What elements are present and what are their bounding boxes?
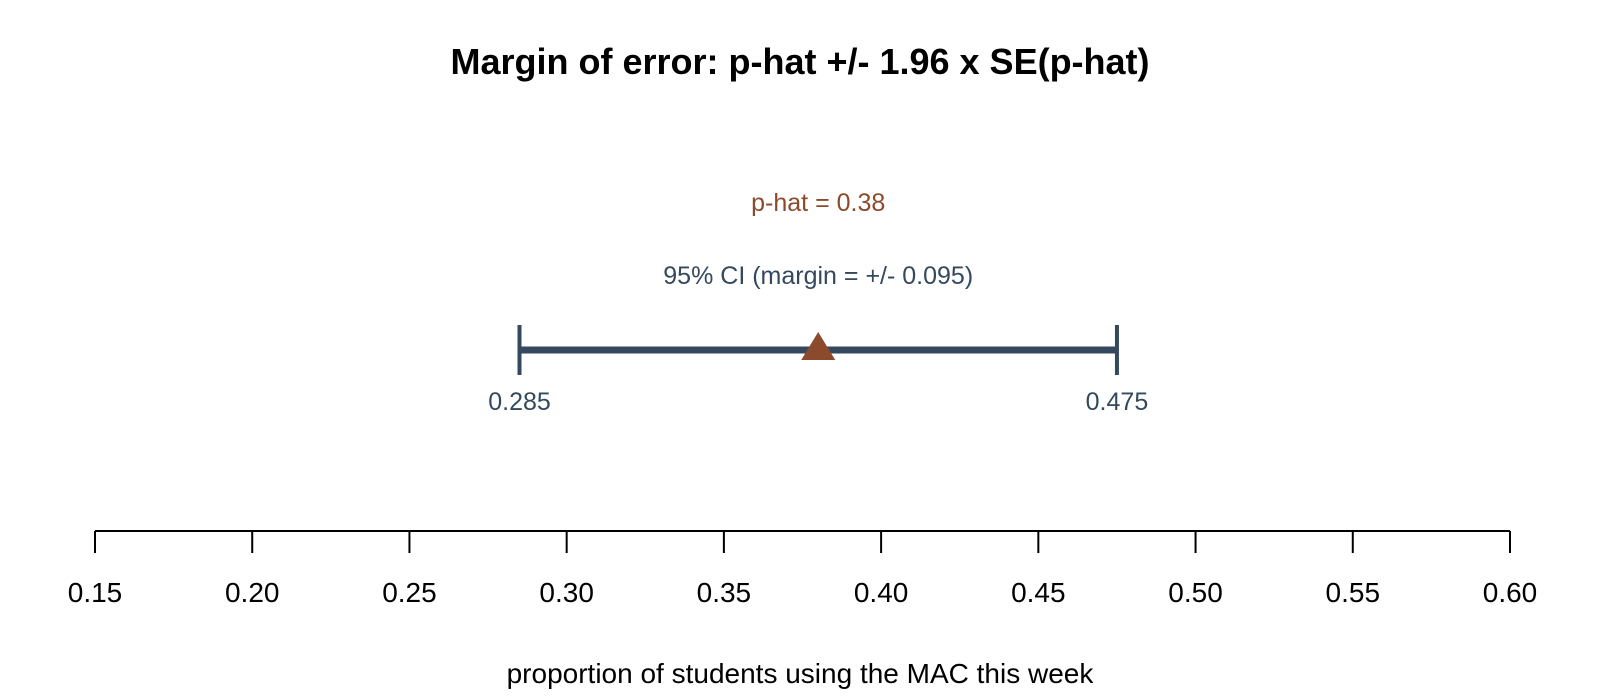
- x-tick-label: 0.15: [68, 577, 123, 608]
- estimate-marker: [801, 332, 836, 360]
- x-axis-title: proportion of students using the MAC thi…: [507, 658, 1095, 689]
- estimate-label: p-hat = 0.38: [751, 189, 885, 217]
- ci-lower-label: 0.285: [488, 388, 551, 416]
- x-tick-label: 0.45: [1011, 577, 1066, 608]
- chart-title: Margin of error: p-hat +/- 1.96 x SE(p-h…: [450, 41, 1149, 82]
- x-tick-label: 0.50: [1168, 577, 1223, 608]
- x-tick-label: 0.35: [697, 577, 752, 608]
- x-tick-label: 0.55: [1326, 577, 1381, 608]
- x-tick-label: 0.60: [1483, 577, 1538, 608]
- x-tick-label: 0.25: [382, 577, 437, 608]
- x-tick-label: 0.20: [225, 577, 280, 608]
- ci-label: 95% CI (margin = +/- 0.095): [663, 262, 973, 290]
- x-axis: 0.15 0.20 0.25 0.30 0.35 0.40 0.45 0.50 0.55 0.60: [68, 530, 1538, 608]
- x-tick-label: 0.40: [854, 577, 909, 608]
- ci-upper-label: 0.475: [1086, 388, 1149, 416]
- x-axis-ticks: 0.15 0.20 0.25 0.30 0.35 0.40 0.45 0.50 0.55 0.60: [68, 531, 1538, 608]
- x-tick-label: 0.30: [539, 577, 594, 608]
